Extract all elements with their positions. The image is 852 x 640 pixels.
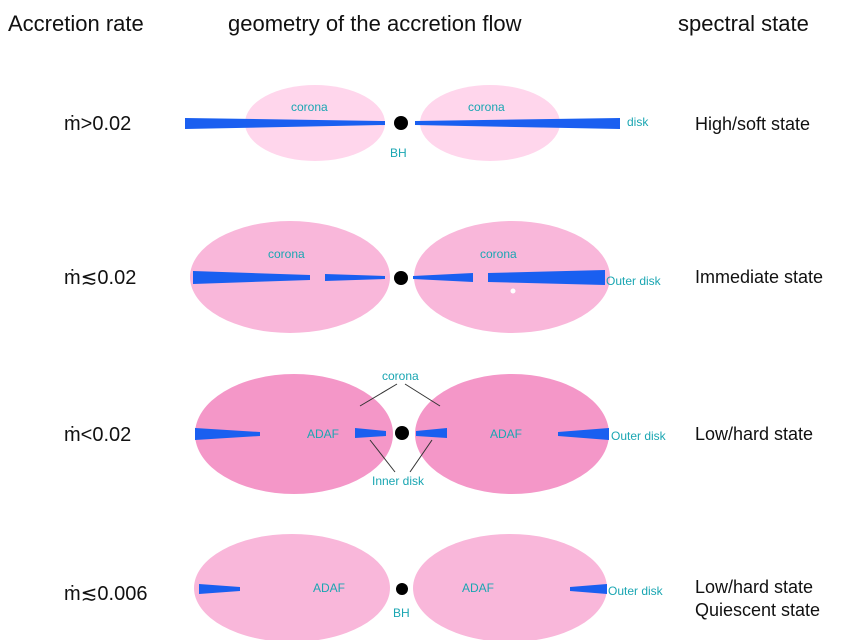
adaf-label: ADAF [307,427,339,441]
inner-disk-right [416,428,447,438]
header-geometry: geometry of the accretion flow [228,11,522,36]
corona-pointer-line [359,383,398,407]
inner-disk-left [355,428,386,438]
black-hole-label: BH [390,146,407,160]
adaf-label: ADAF [462,581,494,595]
corona-label: corona [268,247,305,261]
row-low-hard: ṁ<0.02 corona ADAF ADAF Inner disk Outer… [64,369,813,494]
accretion-rate-label: ṁ≲0.006 [64,583,147,605]
adaf-right [413,534,607,640]
corona-label: corona [468,100,505,114]
outer-disk-left [193,271,310,284]
outer-disk-left [195,428,260,440]
black-hole [396,583,408,595]
corona-pointer-line [404,383,441,407]
outer-disk-right [570,584,607,594]
outer-disk-label: Outer disk [608,584,664,598]
spectral-state-label-secondary: Quiescent state [695,600,820,620]
spectral-state-label: Immediate state [695,267,823,287]
white-dot [510,288,516,294]
disk-left [185,118,385,129]
black-hole [394,271,408,285]
accretion-rate-label: ṁ≲0.02 [64,267,136,289]
corona-label: corona [480,247,517,261]
header-spectral-state: spectral state [678,11,809,36]
outer-disk-label: Outer disk [606,274,662,288]
adaf-label: ADAF [313,581,345,595]
accretion-rate-label: ṁ<0.02 [64,424,131,446]
inner-disk-pointer-line [409,439,433,473]
spectral-state-label: Low/hard state [695,424,813,444]
row-intermediate: ṁ≲0.02 corona corona Outer disk Immediat… [64,221,823,333]
adaf-label: ADAF [490,427,522,441]
inner-disk-label: Inner disk [372,474,425,488]
adaf-left [194,534,390,640]
corona-label: corona [382,369,419,383]
row-quiescent: ṁ≲0.006 ADAF ADAF Outer disk BH Low/hard… [64,534,820,640]
inner-disk-left [325,274,385,281]
outer-disk-left [199,584,240,594]
header-accretion-rate: Accretion rate [8,11,144,36]
corona-label: corona [291,100,328,114]
spectral-state-label: High/soft state [695,114,810,134]
row-high-soft: ṁ>0.02 corona corona disk BH High/soft s… [64,85,810,161]
adaf-right [415,374,609,494]
inner-disk-right [413,273,473,282]
adaf-left [195,374,393,494]
black-hole [395,426,409,440]
disk-right [415,118,620,129]
outer-disk-right [488,270,605,285]
spectral-state-label: Low/hard state [695,577,813,597]
disk-label: disk [627,115,649,129]
black-hole [394,116,408,130]
inner-disk-pointer-line [369,439,396,473]
black-hole-label: BH [393,606,410,620]
accretion-rate-label: ṁ>0.02 [64,113,131,135]
outer-disk-label: Outer disk [611,429,667,443]
outer-disk-right [558,428,609,440]
